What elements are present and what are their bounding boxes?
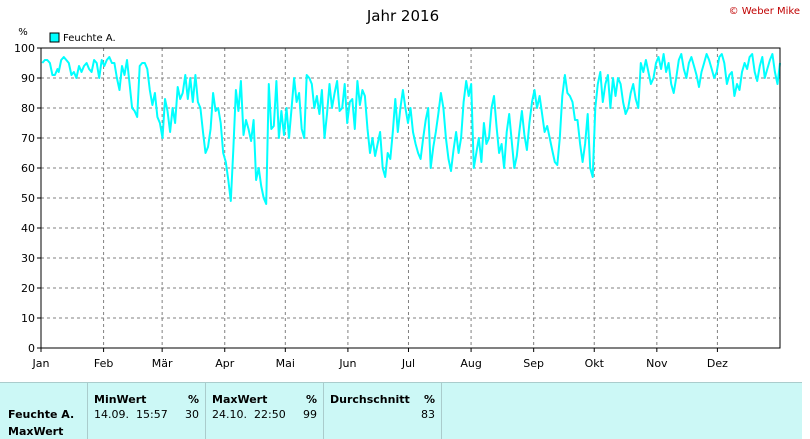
x-tick-label: Dez	[707, 357, 728, 370]
x-tick-label: Feb	[94, 357, 113, 370]
chart-title: Jahr 2016	[366, 7, 439, 25]
x-tick-label: Mär	[152, 357, 173, 370]
x-tick-label: Jun	[338, 357, 356, 370]
avg-unit: %	[423, 393, 435, 406]
humidity-chart: Jahr 2016 © Weber Mike % Feuchte A. 0 10 2…	[14, 6, 800, 370]
min-header: MinWert	[94, 393, 147, 406]
grid	[41, 48, 780, 348]
y-tick-label: 100	[14, 42, 35, 55]
min-time: 15:57	[136, 408, 168, 421]
min-value: 30	[185, 408, 199, 421]
x-axis-ticks: Jan Feb Mär Apr Mai Jun Jul Aug Sep Okt Nov Dez	[32, 348, 728, 370]
y-tick-label: 0	[28, 342, 35, 355]
avg-header: Durchschnitt	[330, 393, 410, 406]
y-tick-label: 30	[21, 252, 35, 265]
y-tick-label: 20	[21, 282, 35, 295]
max-unit: %	[305, 393, 317, 406]
series-layer	[41, 53, 781, 205]
row-label-maxwert: MaxWert	[8, 425, 64, 438]
credit-label: © Weber Mike	[729, 6, 800, 17]
x-tick-label: Mai	[276, 357, 295, 370]
legend-swatch	[49, 32, 60, 43]
y-tick-label: 80	[21, 102, 35, 115]
y-tick-label: 60	[21, 162, 35, 175]
x-tick-label: Apr	[215, 357, 235, 370]
row-label-sensor: Feuchte A.	[8, 408, 75, 421]
y-tick-label: 40	[21, 222, 35, 235]
y-tick-label: 70	[21, 132, 35, 145]
x-tick-label: Okt	[585, 357, 605, 370]
y-tick-label: 50	[21, 192, 35, 205]
stats-avg-cell: Durchschnitt % 83	[324, 383, 442, 439]
max-time: 22:50	[254, 408, 286, 421]
stats-min-cell: MinWert % 14.09. 15:57 30	[88, 383, 206, 439]
legend: Feuchte A.	[49, 32, 116, 44]
stats-table: Feuchte A. MaxWert MinWert % 14.09. 15:5…	[0, 382, 802, 439]
y-tick-label: 90	[21, 72, 35, 85]
y-axis-ticks: 0 10 20 30 40 50 60 70 80 90 100	[14, 42, 41, 355]
series-line-feuchte	[41, 53, 781, 205]
x-tick-label: Jul	[401, 357, 415, 370]
max-date: 24.10.	[212, 408, 247, 421]
y-axis-unit: %	[18, 27, 28, 38]
avg-value: 83	[421, 408, 435, 421]
plot-frame	[40, 47, 781, 349]
stats-max-cell: MaxWert % 24.10. 22:50 99	[206, 383, 324, 439]
x-tick-label: Sep	[523, 357, 544, 370]
max-value: 99	[303, 408, 317, 421]
max-header: MaxWert	[212, 393, 268, 406]
legend-label: Feuchte A.	[63, 33, 116, 44]
min-unit: %	[187, 393, 199, 406]
x-tick-label: Jan	[32, 357, 50, 370]
x-tick-label: Aug	[460, 357, 481, 370]
chart-area: Jahr 2016 © Weber Mike % Feuchte A. 0 10 2…	[14, 6, 800, 370]
y-tick-label: 10	[21, 312, 35, 325]
stats-row-label-cell: Feuchte A. MaxWert	[0, 383, 88, 439]
x-tick-label: Nov	[646, 357, 668, 370]
min-date: 14.09.	[94, 408, 129, 421]
